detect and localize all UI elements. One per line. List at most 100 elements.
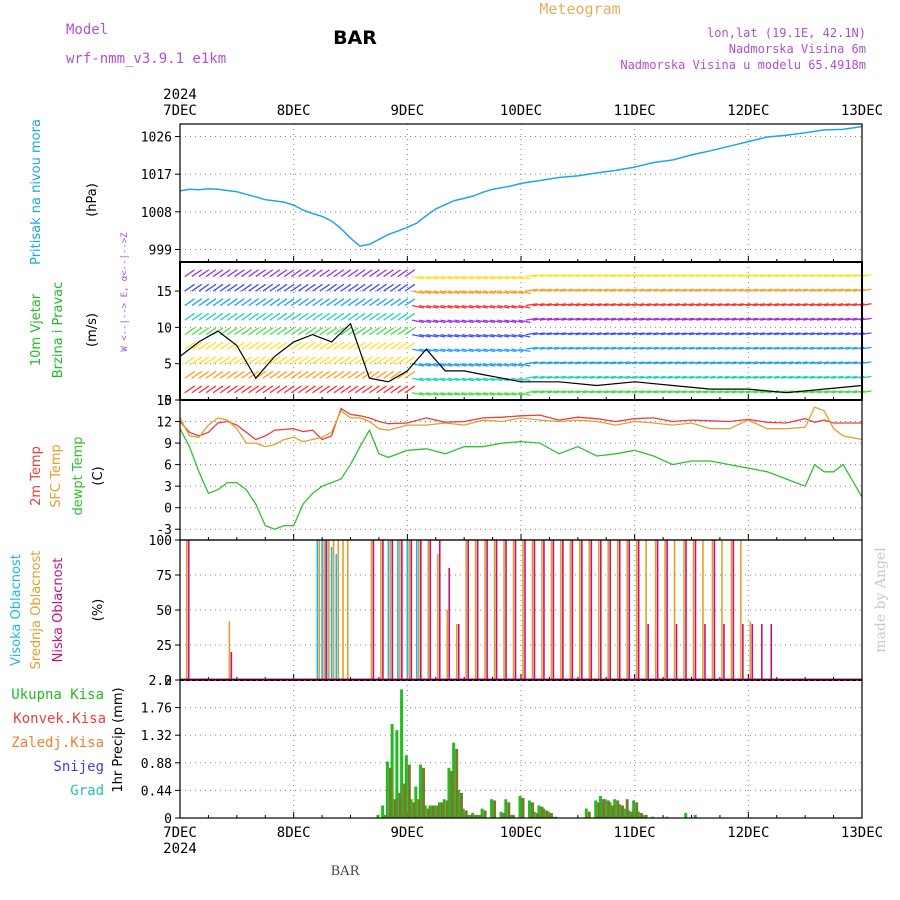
wind-barb [312,298,323,307]
precip-bar [606,800,610,818]
wind-barb [575,303,588,307]
wind-barb [248,283,259,292]
wind-barb [824,303,837,307]
wind-barb [681,303,694,307]
wind-barb [276,327,288,336]
wind-barb [660,317,673,321]
wind-barb [226,385,238,394]
wind-barb [433,377,446,382]
wind-barb [397,356,409,365]
wind-barb [625,375,638,379]
bottom-date-tick: 13DEC [841,825,883,841]
wind-barb [511,392,524,396]
year-top: 2024 [163,87,197,103]
wind-barb [298,327,309,336]
wind-barb [653,361,666,365]
precip-bar [466,814,470,818]
wind-barb [440,348,453,353]
wind-barb [689,390,702,394]
wind-barb [482,319,496,324]
wind-barb [582,303,595,307]
wind-barb [205,370,217,379]
wind-barb [731,361,744,365]
wind-barb [475,348,488,353]
wind-barb [497,392,510,396]
wind-barb [234,341,245,350]
wind-barb [319,327,330,336]
wind-barb [781,317,794,321]
wind-barb [639,346,652,350]
wind-barb [838,390,851,394]
wind-barb [603,390,616,394]
wind-barb [575,375,588,379]
wind-barb [610,361,623,365]
precip-bar [483,810,487,818]
precip-bar [546,811,550,818]
precip-bar [464,810,468,818]
wind-barb [269,341,281,350]
station-title: BAR [333,27,377,49]
wind-barb [461,363,474,367]
precip-bar [651,816,655,818]
wind-barb [724,346,737,350]
wind-barb [525,390,538,394]
wind-barb [361,341,373,350]
wind-barb [504,290,517,295]
precip-bar [404,755,408,818]
wind-barb [475,290,488,295]
wind-barb [191,283,203,292]
wind-barb [674,346,687,350]
wind-barb [717,288,730,292]
wind-barb [283,269,295,278]
wind-barb [731,332,744,336]
precip-bar [480,808,484,818]
wind-barb [376,298,387,307]
wind-barb [497,348,510,353]
wind-barb [639,303,652,307]
y-tick-label: 75 [156,569,172,584]
wind-barb [305,312,316,321]
wind-barb [731,317,744,321]
precip-bar [461,808,465,818]
wind-barb [646,288,659,292]
wind-barb [433,392,446,396]
wind-barb [653,332,666,336]
wind-barb [632,288,645,292]
wind-barb [646,361,659,365]
wind-barb [440,290,453,295]
wind-barb [831,288,844,292]
wind-barb [376,341,387,350]
wind-barb [461,275,474,280]
wind-barb [774,288,787,292]
wind-barb [397,269,409,278]
top-date-tick: 13DEC [841,103,883,119]
wind-barb [283,312,295,321]
wind-barb [596,303,609,307]
y-tick-label: 25 [156,639,172,654]
wind-barb [795,346,808,350]
wind-barb [347,341,359,350]
precip-ylabel: 1hr Precip (mm) [111,687,126,792]
wind-barb [461,377,474,382]
wind-barb [376,385,387,394]
wind-barb [241,327,252,336]
wind-barb [255,341,267,350]
wind-barb [632,317,645,321]
wind-barb [561,303,574,307]
wind-barb [582,274,595,278]
wind-barb [667,361,680,365]
y-tick-label: 0 [164,674,172,689]
wind-barb [369,341,380,350]
precip-bar [521,797,525,818]
wind-barb [319,356,330,365]
wind-barb [561,317,574,321]
wind-barb [333,298,345,307]
wind-barb [198,385,210,394]
wind-barb [361,385,373,394]
wind-barb [610,346,623,350]
wind-barb [617,375,631,379]
wind-barb [397,341,409,350]
wind-barb [433,348,446,353]
wind-barb [475,304,488,309]
precip-bar [602,799,606,818]
